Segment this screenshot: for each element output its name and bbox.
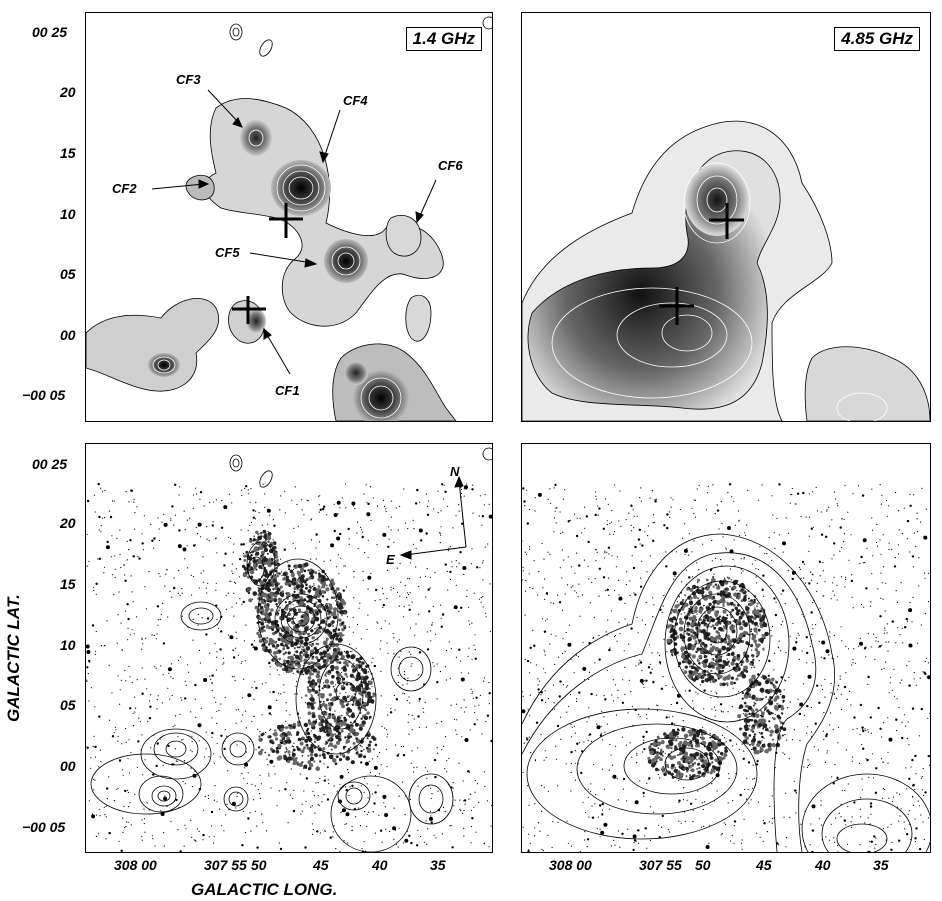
x-tick: 45	[756, 857, 772, 873]
y-tick: 00 25	[32, 456, 68, 472]
source-label-cf4: CF4	[343, 93, 368, 108]
compass-north-label: N	[450, 464, 460, 479]
panel-optical-4-85ghz	[521, 443, 931, 853]
optical-image-stars	[522, 483, 930, 852]
y-tick: 00	[60, 327, 76, 343]
cross-markers	[659, 203, 744, 325]
x-tick: 308 00	[549, 857, 592, 873]
radio-map-4-85ghz	[522, 120, 930, 421]
x-tick: 35	[873, 857, 889, 873]
y-tick: 05	[60, 697, 76, 713]
x-tick: 307 55	[204, 857, 247, 873]
x-tick: 50	[695, 857, 711, 873]
y-tick: 15	[60, 576, 76, 592]
y-axis-title: GALACTIC LAT.	[4, 594, 23, 722]
y-tick: 10	[60, 206, 76, 222]
radio-map-1-4ghz	[86, 16, 492, 421]
source-label-cf5: CF5	[215, 245, 240, 260]
compass-arrows	[399, 475, 467, 560]
panel-optical-1-4ghz: N E	[85, 443, 493, 853]
y-tick: 15	[60, 145, 76, 161]
panel-4-85ghz: 4.85 GHz	[521, 12, 931, 422]
y-tick: 00	[60, 758, 76, 774]
x-axis-title: GALACTIC LONG.	[191, 880, 338, 899]
x-tick: 40	[815, 857, 831, 873]
y-tick: 20	[60, 84, 76, 100]
y-tick: 05	[60, 266, 76, 282]
source-label-cf1: CF1	[275, 383, 300, 398]
compass-east-label: E	[386, 552, 395, 567]
y-tick: 20	[60, 515, 76, 531]
source-label-cf2: CF2	[112, 181, 137, 196]
cross-markers	[232, 203, 303, 324]
contour-overlay-1-4ghz	[90, 447, 492, 852]
contour-overlay-4-85ghz	[522, 533, 930, 852]
x-tick: 40	[372, 857, 388, 873]
y-tick: −00 05	[22, 819, 66, 835]
panel-1-4ghz: 1.4 GHz	[85, 12, 493, 422]
x-tick: 35	[430, 857, 446, 873]
x-tick: 308 00	[114, 857, 157, 873]
x-tick: 45	[313, 857, 329, 873]
y-tick: −00 05	[22, 387, 66, 403]
y-tick: 10	[60, 637, 76, 653]
frequency-label: 4.85 GHz	[834, 27, 920, 51]
source-label-cf6: CF6	[438, 158, 463, 173]
x-tick: 50	[251, 857, 267, 873]
x-tick: 307 55	[639, 857, 682, 873]
frequency-label: 1.4 GHz	[405, 27, 482, 51]
source-label-cf3: CF3	[176, 72, 201, 87]
optical-image-stars	[86, 482, 492, 852]
y-tick: 00 25	[32, 24, 68, 40]
